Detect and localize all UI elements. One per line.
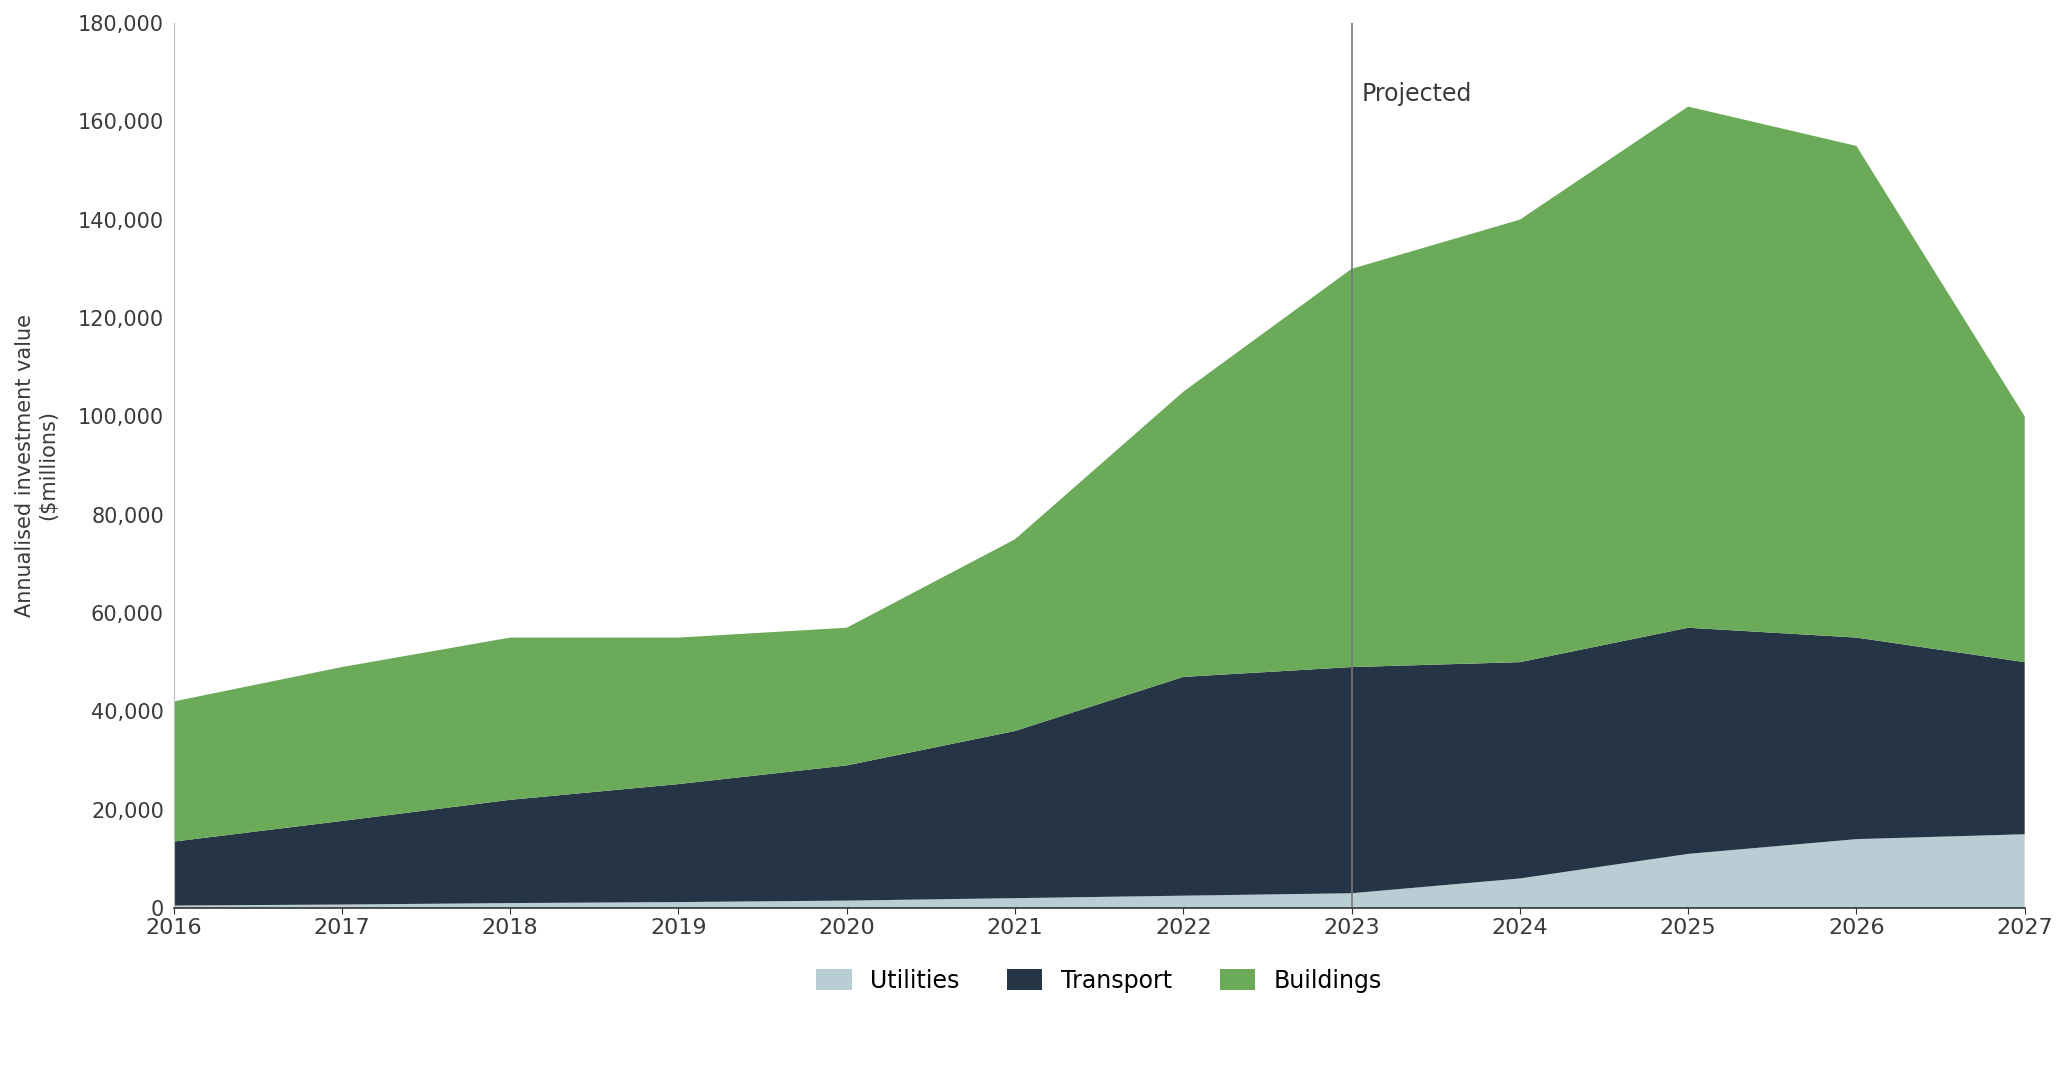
Legend: Utilities, Transport, Buildings: Utilities, Transport, Buildings: [807, 960, 1392, 1002]
Text: Projected: Projected: [1361, 82, 1472, 106]
Y-axis label: Annualised investment value
($millions): Annualised investment value ($millions): [14, 314, 58, 617]
